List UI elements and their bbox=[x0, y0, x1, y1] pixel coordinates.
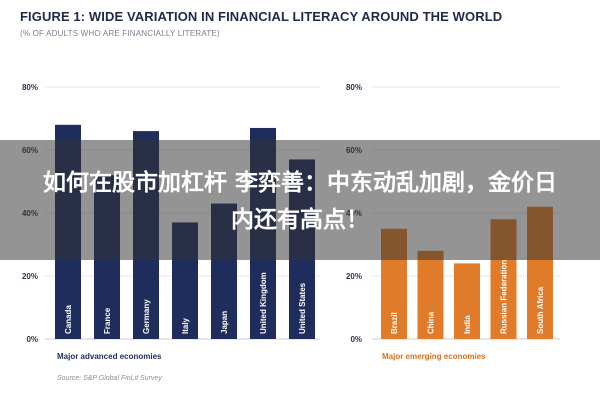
group-label: Major advanced economies bbox=[57, 352, 162, 361]
category-label: United Kingdom bbox=[259, 272, 268, 334]
group-label: Major emerging economies bbox=[382, 352, 486, 361]
y-tick-label: 0% bbox=[350, 335, 362, 344]
category-label: India bbox=[463, 315, 472, 334]
figure-subtitle: (% OF ADULTS WHO ARE FINANCIALLY LITERAT… bbox=[20, 29, 220, 38]
category-label: China bbox=[427, 311, 436, 334]
category-label: South Africa bbox=[536, 286, 545, 334]
bar-india bbox=[454, 263, 480, 339]
y-tick-label: 0% bbox=[26, 335, 38, 344]
source-note: Source: S&P Global FinLit Survey bbox=[57, 375, 162, 382]
category-label: Italy bbox=[181, 317, 190, 334]
category-label: Russian Federation bbox=[500, 260, 509, 334]
y-tick-label: 20% bbox=[22, 272, 38, 281]
category-label: France bbox=[103, 307, 112, 334]
y-tick-label: 20% bbox=[346, 272, 362, 281]
category-label: Canada bbox=[64, 305, 73, 334]
headline-line-1: 如何在股市加杠杆 李弈善：中东动乱加剧，金价日 bbox=[42, 170, 557, 196]
figure-title: FIGURE 1: WIDE VARIATION IN FINANCIAL LI… bbox=[20, 9, 503, 24]
headline-overlay-text: 如何在股市加杠杆 李弈善：中东动乱加剧，金价日 内还有高点！ bbox=[0, 165, 600, 239]
y-tick-label: 80% bbox=[346, 83, 362, 92]
headline-line-2: 内还有高点！ bbox=[231, 207, 369, 233]
y-tick-label: 80% bbox=[22, 83, 38, 92]
category-label: Brazil bbox=[390, 312, 399, 334]
category-label: Japan bbox=[220, 311, 229, 334]
headline-overlay bbox=[0, 140, 600, 260]
bar-china bbox=[417, 250, 444, 339]
category-label: Germany bbox=[142, 299, 151, 334]
category-label: United States bbox=[298, 282, 307, 334]
